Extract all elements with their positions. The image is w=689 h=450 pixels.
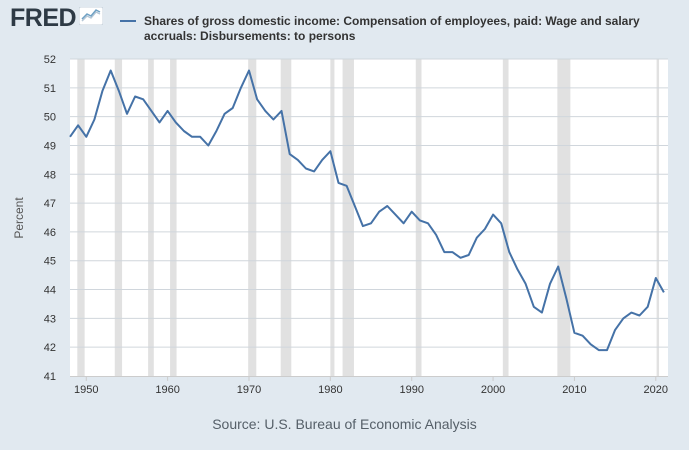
y-tick-label-52: 52	[44, 54, 56, 66]
x-tick-label-2000: 2000	[481, 384, 505, 396]
recession-band-3	[170, 59, 177, 376]
series-line-0	[69, 69, 665, 352]
y-tick-label-45: 45	[44, 256, 56, 268]
recession-band-10	[557, 59, 571, 376]
y-tick-label-44: 44	[44, 285, 56, 297]
y-tick-label-47: 47	[44, 198, 56, 210]
legend-swatch	[120, 20, 136, 22]
y-tick-label-51: 51	[44, 83, 56, 95]
chart-legend: Shares of gross domestic income: Compens…	[120, 14, 660, 44]
x-tick-label-1950: 1950	[74, 384, 98, 396]
fred-wordmark: FRED	[10, 4, 77, 32]
recession-band-4	[248, 59, 257, 376]
y-tick-label-46: 46	[44, 227, 56, 239]
recession-bands	[77, 59, 660, 376]
x-tick-label-1960: 1960	[155, 384, 179, 396]
recession-band-11	[656, 59, 660, 376]
x-tick-labels: 1950 1960 1970 1980 1990 2000 2010 2020	[74, 376, 668, 396]
x-tick-label-2010: 2010	[562, 384, 586, 396]
series-layer	[69, 69, 665, 352]
recession-band-7	[342, 59, 354, 376]
recession-band-9	[502, 59, 509, 376]
y-axis-title: Percent	[12, 197, 26, 239]
y-tick-label-41: 41	[44, 371, 56, 383]
recession-band-6	[330, 59, 335, 376]
gridlines	[70, 58, 668, 348]
recession-band-0	[77, 59, 85, 376]
y-tick-labels: 41 42 43 44 45 46 47 48 49 50 51 52	[44, 54, 56, 383]
source-note: Source: U.S. Bureau of Economic Analysis	[212, 416, 477, 432]
y-tick-label-43: 43	[44, 313, 56, 325]
x-tick-label-1990: 1990	[399, 384, 423, 396]
x-tick-label-2020: 2020	[644, 384, 668, 396]
y-tick-label-48: 48	[44, 169, 56, 181]
recession-band-5	[280, 59, 292, 376]
recession-band-1	[114, 59, 123, 376]
x-tick-label-1970: 1970	[237, 384, 261, 396]
x-tick-label-1980: 1980	[318, 384, 342, 396]
y-tick-label-49: 49	[44, 140, 56, 152]
recession-band-8	[415, 59, 422, 376]
y-tick-label-42: 42	[44, 342, 56, 354]
y-tick-label-50: 50	[44, 112, 56, 124]
recession-band-2	[148, 59, 154, 376]
legend-label: Shares of gross domestic income: Compens…	[144, 14, 640, 43]
plot-area	[70, 59, 668, 377]
